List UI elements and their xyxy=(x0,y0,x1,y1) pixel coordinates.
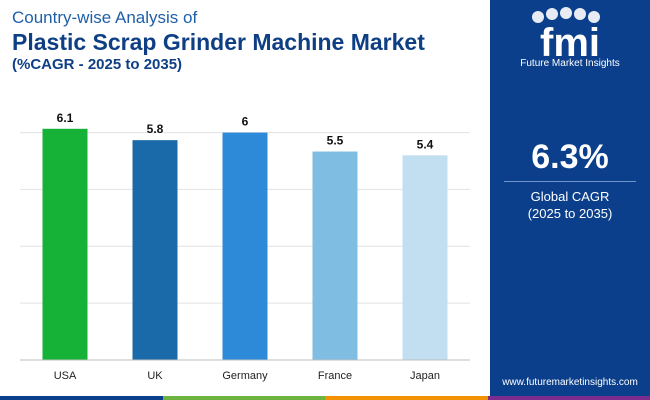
global-cagr-value: 6.3% xyxy=(531,138,609,176)
x-tick-label: Japan xyxy=(410,370,440,382)
data-label: 5.4 xyxy=(417,137,434,151)
chart-subtitle: Country-wise Analysis of xyxy=(12,8,198,27)
x-tick-label: USA xyxy=(54,370,77,382)
chart-range: (%CAGR - 2025 to 2035) xyxy=(12,56,183,73)
x-tick-label: UK xyxy=(147,370,163,382)
chart-title: Plastic Scrap Grinder Machine Market xyxy=(12,29,425,55)
bottom-color-strip xyxy=(0,396,650,400)
website-link[interactable]: www.futuremarketinsights.com xyxy=(502,377,638,388)
chart-header: Country-wise Analysis of Plastic Scrap G… xyxy=(12,8,482,74)
global-cagr-label: Global CAGR xyxy=(530,189,610,204)
bar-usa xyxy=(42,128,88,360)
logo-text: Future Market Insights xyxy=(520,58,620,69)
strip-segment-purple xyxy=(487,396,650,400)
bar-chart: 6.1 USA 5.8 UK 6 Germany 5.5 France 5.4 Japan xyxy=(20,111,470,382)
strip-segment-blue xyxy=(0,396,163,400)
bar-germany xyxy=(222,132,268,360)
data-label: 5.8 xyxy=(147,122,164,136)
strip-segment-green xyxy=(162,396,325,400)
bar-uk xyxy=(132,140,178,360)
x-tick-label: France xyxy=(318,370,352,382)
data-label: 5.5 xyxy=(327,134,344,148)
global-cagr-range: (2025 to 2035) xyxy=(527,206,613,221)
data-label: 6.1 xyxy=(57,111,74,125)
x-tick-label: Germany xyxy=(222,370,268,382)
logo-letters: fmi xyxy=(540,21,600,65)
bar-france xyxy=(312,151,358,360)
strip-segment-orange xyxy=(325,396,488,400)
panel-divider xyxy=(504,181,636,182)
bar-japan xyxy=(402,155,448,360)
data-label: 6 xyxy=(242,115,249,129)
global-cagr-label-block: Global CAGR (2025 to 2035) xyxy=(490,188,650,222)
summary-panel: fmi Future Market Insights 6.3% Global C… xyxy=(490,0,650,400)
fmi-logo: fmi xyxy=(532,7,600,65)
